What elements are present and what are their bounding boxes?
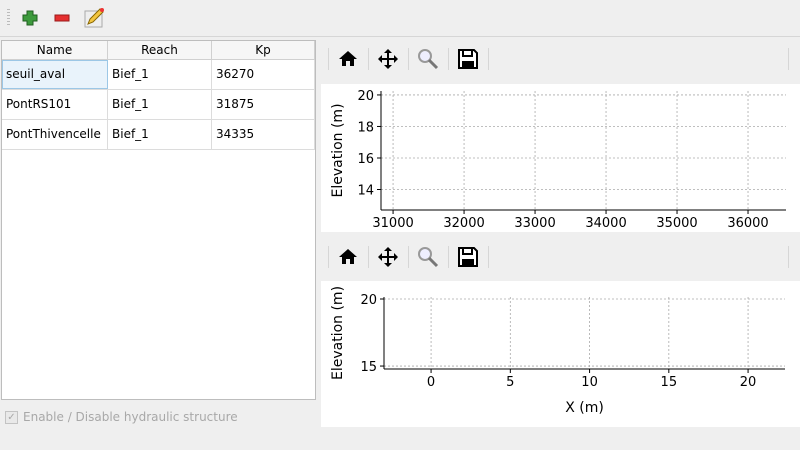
toolbar-separator — [328, 246, 329, 268]
section-profile-chart: 0 5 10 15 20 15 20 Elevation (m) X (m) — [321, 281, 800, 427]
plot-toolbar-bottom — [321, 238, 800, 276]
x-tick-label: 15 — [661, 375, 678, 390]
save-button[interactable] — [455, 244, 481, 270]
pan-button[interactable] — [375, 46, 401, 72]
edit-button[interactable] — [82, 6, 106, 30]
x-axis-label: X (m) — [565, 400, 604, 416]
move-icon — [378, 247, 398, 267]
y-tick-label: 15 — [360, 360, 377, 375]
y-axis-label: Elevation (m) — [330, 103, 346, 197]
checkbox-box[interactable]: ✓ — [5, 410, 18, 424]
y-tick-label: 18 — [357, 120, 374, 135]
table-row[interactable]: seuil_aval Bief_1 36270 — [2, 60, 315, 90]
table-row[interactable]: PontThivencelle Bief_1 34335 — [2, 120, 315, 150]
add-button[interactable] — [18, 6, 42, 30]
toolbar-separator — [488, 48, 489, 70]
x-tick-label: 31000 — [372, 216, 413, 231]
x-tick-label: 35000 — [656, 216, 697, 231]
x-tick-label: 0 — [427, 375, 435, 390]
enable-structure-checkbox[interactable]: ✓ Enable / Disable hydraulic structure — [5, 410, 238, 424]
cell-name[interactable]: PontRS101 — [2, 90, 108, 119]
zoom-button[interactable] — [415, 46, 441, 72]
y-tick-label: 16 — [357, 152, 374, 167]
x-tick-label: 10 — [581, 375, 598, 390]
cell-name[interactable]: seuil_aval — [2, 60, 108, 89]
save-icon — [458, 49, 478, 69]
y-axis-label: Elevation (m) — [330, 286, 346, 380]
x-tick-label: 34000 — [585, 216, 626, 231]
kp-elevation-chart: 31000 32000 33000 34000 35000 36000 14 16 18 20 El… — [321, 84, 800, 232]
cell-kp[interactable]: 36270 — [212, 60, 315, 89]
remove-button[interactable] — [50, 6, 74, 30]
x-tick-label: 5 — [506, 375, 514, 390]
x-tick-label: 20 — [740, 375, 757, 390]
column-header-kp[interactable]: Kp — [212, 41, 315, 59]
zoom-button[interactable] — [415, 244, 441, 270]
toolbar-separator — [788, 246, 789, 268]
zoom-icon — [418, 49, 439, 70]
toolbar-separator — [328, 48, 329, 70]
home-button[interactable] — [335, 244, 361, 270]
x-tick-label: 33000 — [514, 216, 555, 231]
x-tick-label: 36000 — [727, 216, 768, 231]
toolbar-separator — [368, 48, 369, 70]
home-icon — [339, 51, 357, 66]
toolbar-separator — [788, 48, 789, 70]
column-header-reach[interactable]: Reach — [108, 41, 212, 59]
table-row[interactable]: PontRS101 Bief_1 31875 — [2, 90, 315, 120]
toolbar-separator — [448, 48, 449, 70]
cell-name[interactable]: PontThivencelle — [2, 120, 108, 149]
toolbar-separator — [368, 246, 369, 268]
home-icon — [339, 249, 357, 264]
plot-background — [321, 281, 800, 427]
column-header-name[interactable]: Name — [2, 41, 108, 59]
y-tick-label: 14 — [357, 184, 374, 199]
checkbox-label: Enable / Disable hydraulic structure — [23, 410, 238, 424]
plot-background — [321, 84, 800, 232]
toolbar-separator — [408, 48, 409, 70]
edit-icon — [84, 8, 104, 28]
x-tick-label: 32000 — [443, 216, 484, 231]
plus-icon — [22, 10, 38, 26]
cell-reach[interactable]: Bief_1 — [108, 90, 212, 119]
cell-reach[interactable]: Bief_1 — [108, 60, 212, 89]
toolbar-separator — [408, 246, 409, 268]
pan-button[interactable] — [375, 244, 401, 270]
cell-reach[interactable]: Bief_1 — [108, 120, 212, 149]
toolbar-grip[interactable] — [7, 9, 10, 27]
y-tick-label: 20 — [357, 89, 374, 104]
home-button[interactable] — [335, 46, 361, 72]
save-icon — [458, 247, 478, 267]
minus-icon — [54, 14, 70, 22]
cell-kp[interactable]: 31875 — [212, 90, 315, 119]
plot-toolbar-top — [321, 40, 800, 78]
toolbar-separator — [448, 246, 449, 268]
cell-kp[interactable]: 34335 — [212, 120, 315, 149]
save-button[interactable] — [455, 46, 481, 72]
table-header: Name Reach Kp — [2, 41, 315, 60]
move-icon — [378, 49, 398, 69]
zoom-icon — [418, 247, 439, 268]
main-toolbar — [0, 0, 800, 37]
structures-table: Name Reach Kp seuil_aval Bief_1 36270 Po… — [1, 40, 316, 400]
y-tick-label: 20 — [360, 293, 377, 308]
toolbar-separator — [488, 246, 489, 268]
